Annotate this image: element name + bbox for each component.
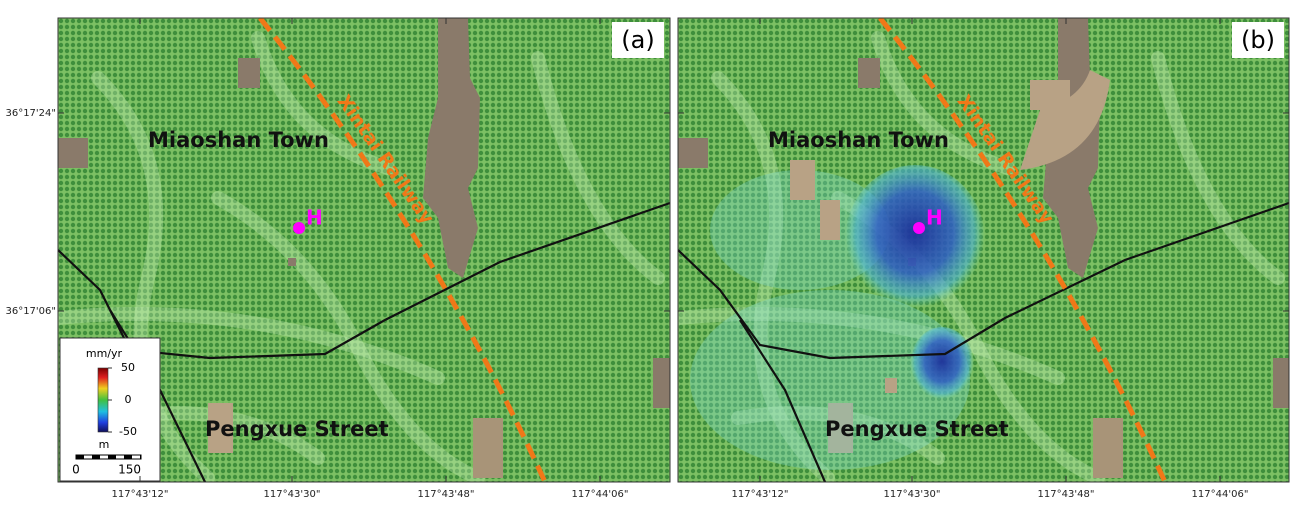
colorbar-tick-label: 50 [121, 361, 135, 374]
lon-tick-label: 117°43'30" [884, 489, 941, 500]
point-h [293, 222, 305, 234]
lon-tick-label: 117°44'06" [572, 489, 629, 500]
colorbar-tick-label: 0 [125, 393, 132, 406]
scale-unit: m [99, 438, 110, 451]
lon-tick-label: 117°43'48" [418, 489, 475, 500]
panel-label-bg [612, 22, 664, 58]
scale-label: 150 [118, 463, 141, 477]
lon-tick-label: 117°43'30" [264, 489, 321, 500]
lon-tick-label: 117°43'12" [112, 489, 169, 500]
panel-b [678, 18, 1289, 482]
lon-tick-label: 117°43'12" [732, 489, 789, 500]
lat-tick-label: 36°17'24" [5, 108, 56, 119]
lon-tick-label: 117°44'06" [1192, 489, 1249, 500]
panel-label: (b) [1241, 26, 1275, 54]
colorbar-box [59, 337, 161, 482]
point-label: H [306, 206, 323, 230]
panel-label-bg [1232, 22, 1284, 58]
lon-tick-label: 117°43'48" [1038, 489, 1095, 500]
colorbar-unit: mm/yr [86, 347, 123, 360]
panel-label: (a) [621, 26, 654, 54]
point-h [913, 222, 925, 234]
street-label: Pengxue Street [205, 417, 389, 441]
town-label: Miaoshan Town [148, 128, 329, 152]
town-label: Miaoshan Town [768, 128, 949, 152]
point-label: H [926, 206, 943, 230]
frame-b [677, 17, 1290, 483]
scale-label: 0 [72, 463, 80, 477]
colorbar-tick-label: -50 [119, 425, 137, 438]
frame-a [57, 17, 671, 483]
street-label: Pengxue Street [825, 417, 1009, 441]
lat-tick-label: 36°17'06" [5, 306, 56, 317]
